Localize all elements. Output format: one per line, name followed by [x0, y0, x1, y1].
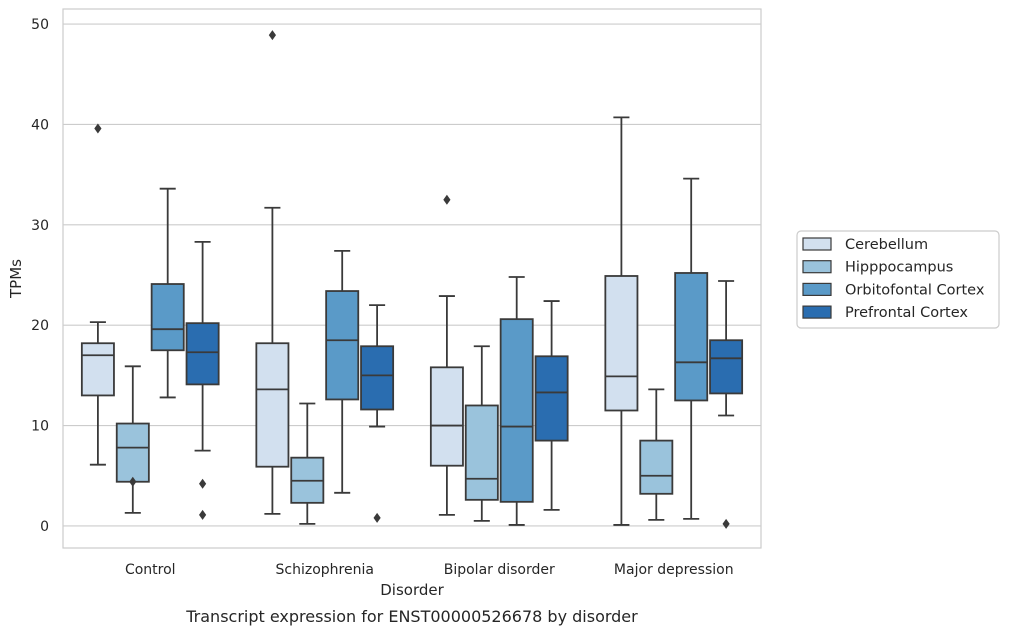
box-prefrontal-cortex-major-depression — [709, 280, 744, 529]
y-axis-label: TPMs — [7, 259, 25, 299]
legend-swatch — [802, 305, 832, 319]
box-hipppocampus-major-depression — [639, 388, 674, 521]
box-body — [499, 318, 534, 503]
legend-swatch — [802, 260, 832, 274]
legend-swatch — [802, 237, 832, 251]
box-cerebellum-bipolar-disorder — [429, 194, 464, 516]
box-cerebellum-control — [80, 123, 115, 466]
legend-label: Prefrontal Cortex — [845, 305, 968, 321]
box-hipppocampus-control — [115, 365, 150, 514]
y-tick-label: 40 — [31, 117, 49, 133]
box-prefrontal-cortex-control — [185, 240, 220, 520]
x-axis-ticks: Control Schizophrenia Bipolar disorder Majo… — [125, 562, 734, 578]
box-body — [604, 275, 639, 412]
outlier-point — [268, 30, 276, 41]
y-tick-label: 0 — [40, 519, 49, 535]
outlier-point — [129, 476, 137, 487]
legend-item-orbitofontal-cortex: Orbitofontal Cortex — [802, 282, 985, 298]
outlier-point — [199, 509, 207, 520]
box-body — [464, 404, 499, 501]
legend-label: Hipppocampus — [845, 260, 953, 276]
box-body — [639, 439, 674, 495]
box-prefrontal-cortex-schizophrenia — [360, 304, 395, 523]
y-tick-label: 20 — [31, 318, 49, 334]
box-body — [115, 422, 150, 483]
outlier-point — [199, 478, 207, 489]
outlier-point — [373, 512, 381, 523]
x-tick-label-major-depression: Major depression — [614, 562, 734, 578]
legend-label: Orbitofontal Cortex — [845, 282, 985, 298]
box-orbitofontal-cortex-control — [150, 187, 185, 399]
y-axis-ticks: 0 10 20 30 40 50 — [31, 17, 49, 535]
box-body — [185, 322, 220, 386]
box-body — [150, 283, 185, 352]
box-cerebellum-major-depression — [604, 116, 639, 526]
box-body — [255, 342, 290, 468]
legend-item-hipppocampus: Hipppocampus — [802, 260, 953, 276]
x-tick-label-bipolar-disorder: Bipolar disorder — [444, 562, 555, 578]
y-tick-label: 10 — [31, 419, 49, 435]
legend-label: Cerebellum — [845, 237, 928, 253]
box-body — [325, 290, 360, 401]
y-tick-label: 50 — [31, 17, 49, 33]
box-orbitofontal-cortex-bipolar-disorder — [499, 276, 534, 526]
box-groups — [80, 30, 744, 529]
box-body — [80, 342, 115, 397]
outlier-point — [722, 518, 730, 529]
box-body — [360, 345, 395, 411]
x-tick-label-control: Control — [125, 562, 176, 578]
box-prefrontal-cortex-bipolar-disorder — [534, 300, 569, 511]
outlier-point — [94, 123, 102, 134]
box-body — [709, 339, 744, 395]
y-tick-label: 30 — [31, 218, 49, 234]
x-axis-label: Disorder — [380, 581, 444, 599]
outlier-point — [443, 194, 451, 205]
box-cerebellum-schizophrenia — [255, 30, 290, 515]
legend-frame — [796, 230, 1000, 329]
x-tick-label-schizophrenia: Schizophrenia — [276, 562, 374, 578]
box-body — [674, 272, 709, 402]
box-orbitofontal-cortex-major-depression — [674, 177, 709, 520]
box-hipppocampus-bipolar-disorder — [464, 345, 499, 522]
legend-item-cerebellum: Cerebellum — [802, 237, 928, 253]
legend-item-prefrontal-cortex: Prefrontal Cortex — [802, 305, 968, 321]
legend-swatch — [802, 282, 832, 296]
legend: Cerebellum Hipppocampus Orbitofontal Corte… — [796, 230, 1000, 329]
box-body — [429, 366, 464, 467]
box-body — [534, 355, 569, 442]
box-orbitofontal-cortex-schizophrenia — [325, 249, 360, 494]
chart-caption: Transcript expression for ENST0000052667… — [185, 607, 638, 626]
plot-area-frame — [62, 8, 762, 549]
box-hipppocampus-schizophrenia — [290, 402, 325, 525]
